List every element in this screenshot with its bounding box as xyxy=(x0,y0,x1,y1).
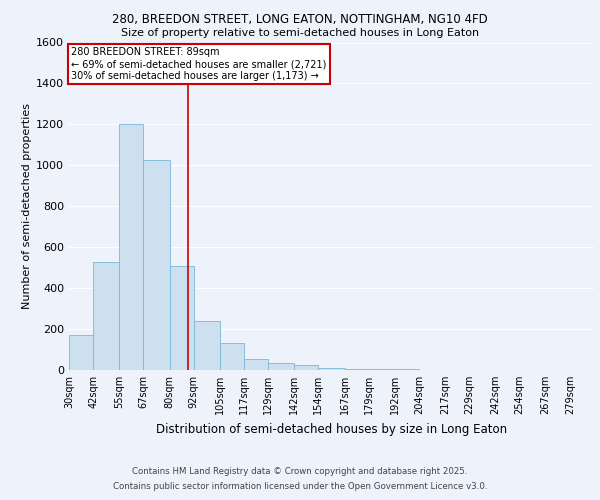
Bar xyxy=(244,358,268,370)
Text: 280 BREEDON STREET: 89sqm
← 69% of semi-detached houses are smaller (2,721)
30% : 280 BREEDON STREET: 89sqm ← 69% of semi-… xyxy=(71,48,326,80)
Bar xyxy=(268,363,294,370)
Text: Contains HM Land Registry data © Crown copyright and database right 2025.: Contains HM Land Registry data © Crown c… xyxy=(132,467,468,476)
Bar xyxy=(119,124,143,370)
Bar xyxy=(319,368,344,370)
Bar xyxy=(344,369,369,370)
Bar xyxy=(194,321,220,370)
Bar xyxy=(69,335,93,370)
Bar xyxy=(369,369,395,370)
Bar xyxy=(170,266,194,370)
Bar xyxy=(143,160,170,370)
Text: Contains public sector information licensed under the Open Government Licence v3: Contains public sector information licen… xyxy=(113,482,487,491)
Text: Size of property relative to semi-detached houses in Long Eaton: Size of property relative to semi-detach… xyxy=(121,28,479,38)
X-axis label: Distribution of semi-detached houses by size in Long Eaton: Distribution of semi-detached houses by … xyxy=(156,422,507,436)
Bar xyxy=(93,262,119,370)
Y-axis label: Number of semi-detached properties: Number of semi-detached properties xyxy=(22,104,32,309)
Bar xyxy=(294,365,319,370)
Text: 280, BREEDON STREET, LONG EATON, NOTTINGHAM, NG10 4FD: 280, BREEDON STREET, LONG EATON, NOTTING… xyxy=(112,12,488,26)
Bar xyxy=(220,344,244,370)
